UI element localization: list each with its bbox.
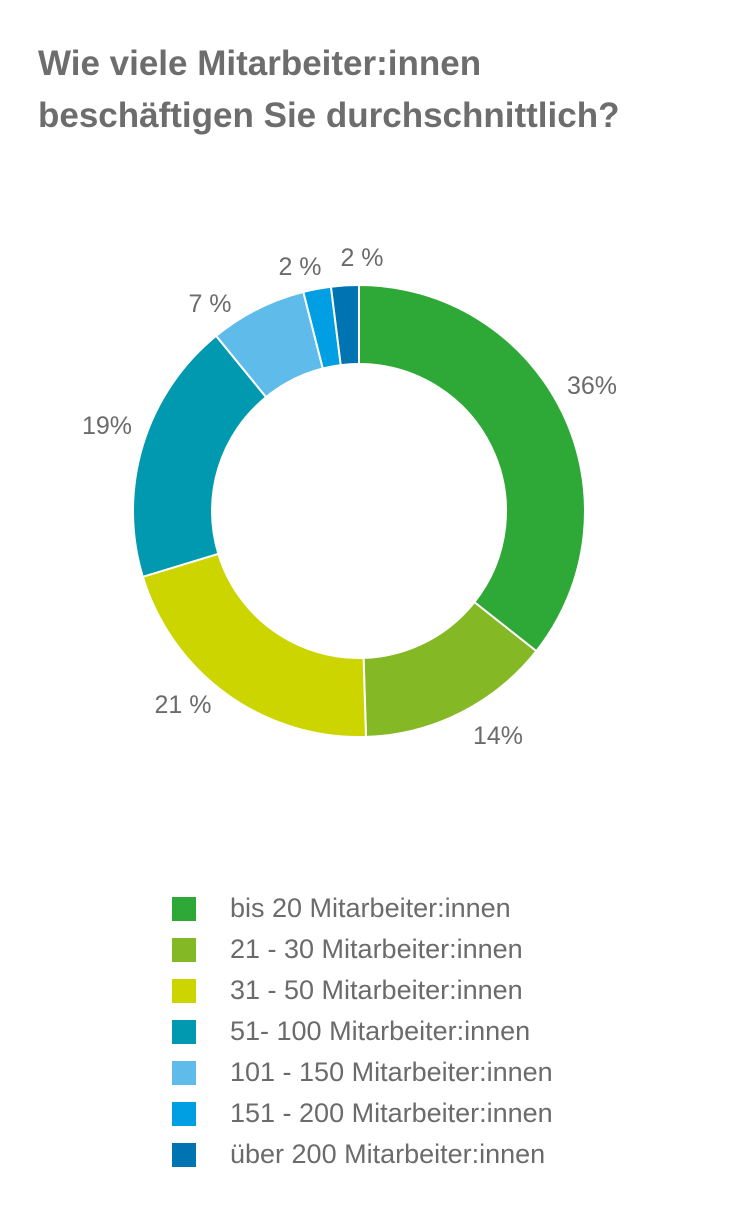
donut-slice-7 — [329, 283, 360, 367]
legend-swatch-1 — [172, 896, 196, 921]
data-label-1: 36% — [567, 372, 617, 400]
legend-label-4: 51- 100 Mitarbeiter:innen — [230, 1016, 531, 1046]
legend-swatch-3 — [172, 978, 196, 1003]
legend-item-1: bis 20 Mitarbeiter:innen — [172, 888, 553, 929]
legend-swatch-4 — [172, 1019, 196, 1044]
legend-swatch-2 — [172, 937, 196, 962]
chart-title: Wie viele Mitarbeiter:innen beschäftigen… — [38, 38, 698, 142]
legend-label-6: 151 - 200 Mitarbeiter:innen — [230, 1098, 553, 1128]
legend-item-2: 21 - 30 Mitarbeiter:innen — [172, 929, 553, 970]
legend-swatch-7 — [172, 1142, 196, 1167]
data-label-6: 2 % — [278, 253, 321, 281]
legend-item-4: 51- 100 Mitarbeiter:innen — [172, 1011, 553, 1052]
data-label-2: 14% — [473, 722, 523, 750]
data-label-3: 21 % — [155, 691, 212, 719]
legend-swatch-5 — [172, 1060, 196, 1085]
chart-title-line-2: beschäftigen Sie durchschnittlich? — [38, 96, 620, 135]
donut-slice-1 — [358, 283, 586, 653]
data-label-5: 7 % — [188, 290, 231, 318]
legend-label-1: bis 20 Mitarbeiter:innen — [230, 893, 511, 923]
legend-item-3: 31 - 50 Mitarbeiter:innen — [172, 970, 553, 1011]
legend-label-5: 101 - 150 Mitarbeiter:innen — [230, 1057, 553, 1087]
data-label-4: 19% — [82, 412, 132, 440]
legend-label-3: 31 - 50 Mitarbeiter:innen — [230, 975, 523, 1005]
legend-label-7: über 200 Mitarbeiter:innen — [230, 1139, 546, 1169]
legend-swatch-6 — [172, 1101, 196, 1126]
chart-legend: bis 20 Mitarbeiter:innen 21 - 30 Mitarbei… — [172, 888, 553, 1175]
legend-item-7: über 200 Mitarbeiter:innen — [172, 1134, 553, 1175]
donut-chart: 36% 14% 21 % 19% 7 % 2 % 2 % — [82, 244, 617, 750]
legend-item-6: 151 - 200 Mitarbeiter:innen — [172, 1093, 553, 1134]
data-label-7: 2 % — [340, 244, 383, 272]
legend-label-2: 21 - 30 Mitarbeiter:innen — [230, 934, 523, 964]
chart-title-line-1: Wie viele Mitarbeiter:innen — [38, 44, 482, 83]
legend-item-5: 101 - 150 Mitarbeiter:innen — [172, 1052, 553, 1093]
